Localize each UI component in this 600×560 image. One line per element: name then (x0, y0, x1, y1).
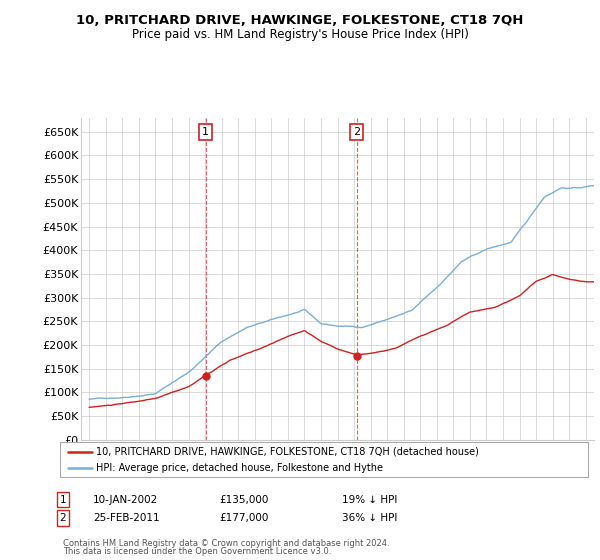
Text: This data is licensed under the Open Government Licence v3.0.: This data is licensed under the Open Gov… (63, 547, 331, 556)
Text: 10-JAN-2002: 10-JAN-2002 (93, 494, 158, 505)
Text: £177,000: £177,000 (219, 513, 268, 523)
Text: 10, PRITCHARD DRIVE, HAWKINGE, FOLKESTONE, CT18 7QH: 10, PRITCHARD DRIVE, HAWKINGE, FOLKESTON… (76, 14, 524, 27)
Text: 19% ↓ HPI: 19% ↓ HPI (342, 494, 397, 505)
Text: 1: 1 (59, 494, 67, 505)
Text: 10, PRITCHARD DRIVE, HAWKINGE, FOLKESTONE, CT18 7QH (detached house): 10, PRITCHARD DRIVE, HAWKINGE, FOLKESTON… (96, 447, 479, 457)
Text: Contains HM Land Registry data © Crown copyright and database right 2024.: Contains HM Land Registry data © Crown c… (63, 539, 389, 548)
Text: 2: 2 (59, 513, 67, 523)
Text: HPI: Average price, detached house, Folkestone and Hythe: HPI: Average price, detached house, Folk… (96, 463, 383, 473)
Text: 1: 1 (202, 127, 209, 137)
Text: £135,000: £135,000 (219, 494, 268, 505)
Text: 2: 2 (353, 127, 360, 137)
Text: 36% ↓ HPI: 36% ↓ HPI (342, 513, 397, 523)
Text: Price paid vs. HM Land Registry's House Price Index (HPI): Price paid vs. HM Land Registry's House … (131, 28, 469, 41)
Text: 25-FEB-2011: 25-FEB-2011 (93, 513, 160, 523)
